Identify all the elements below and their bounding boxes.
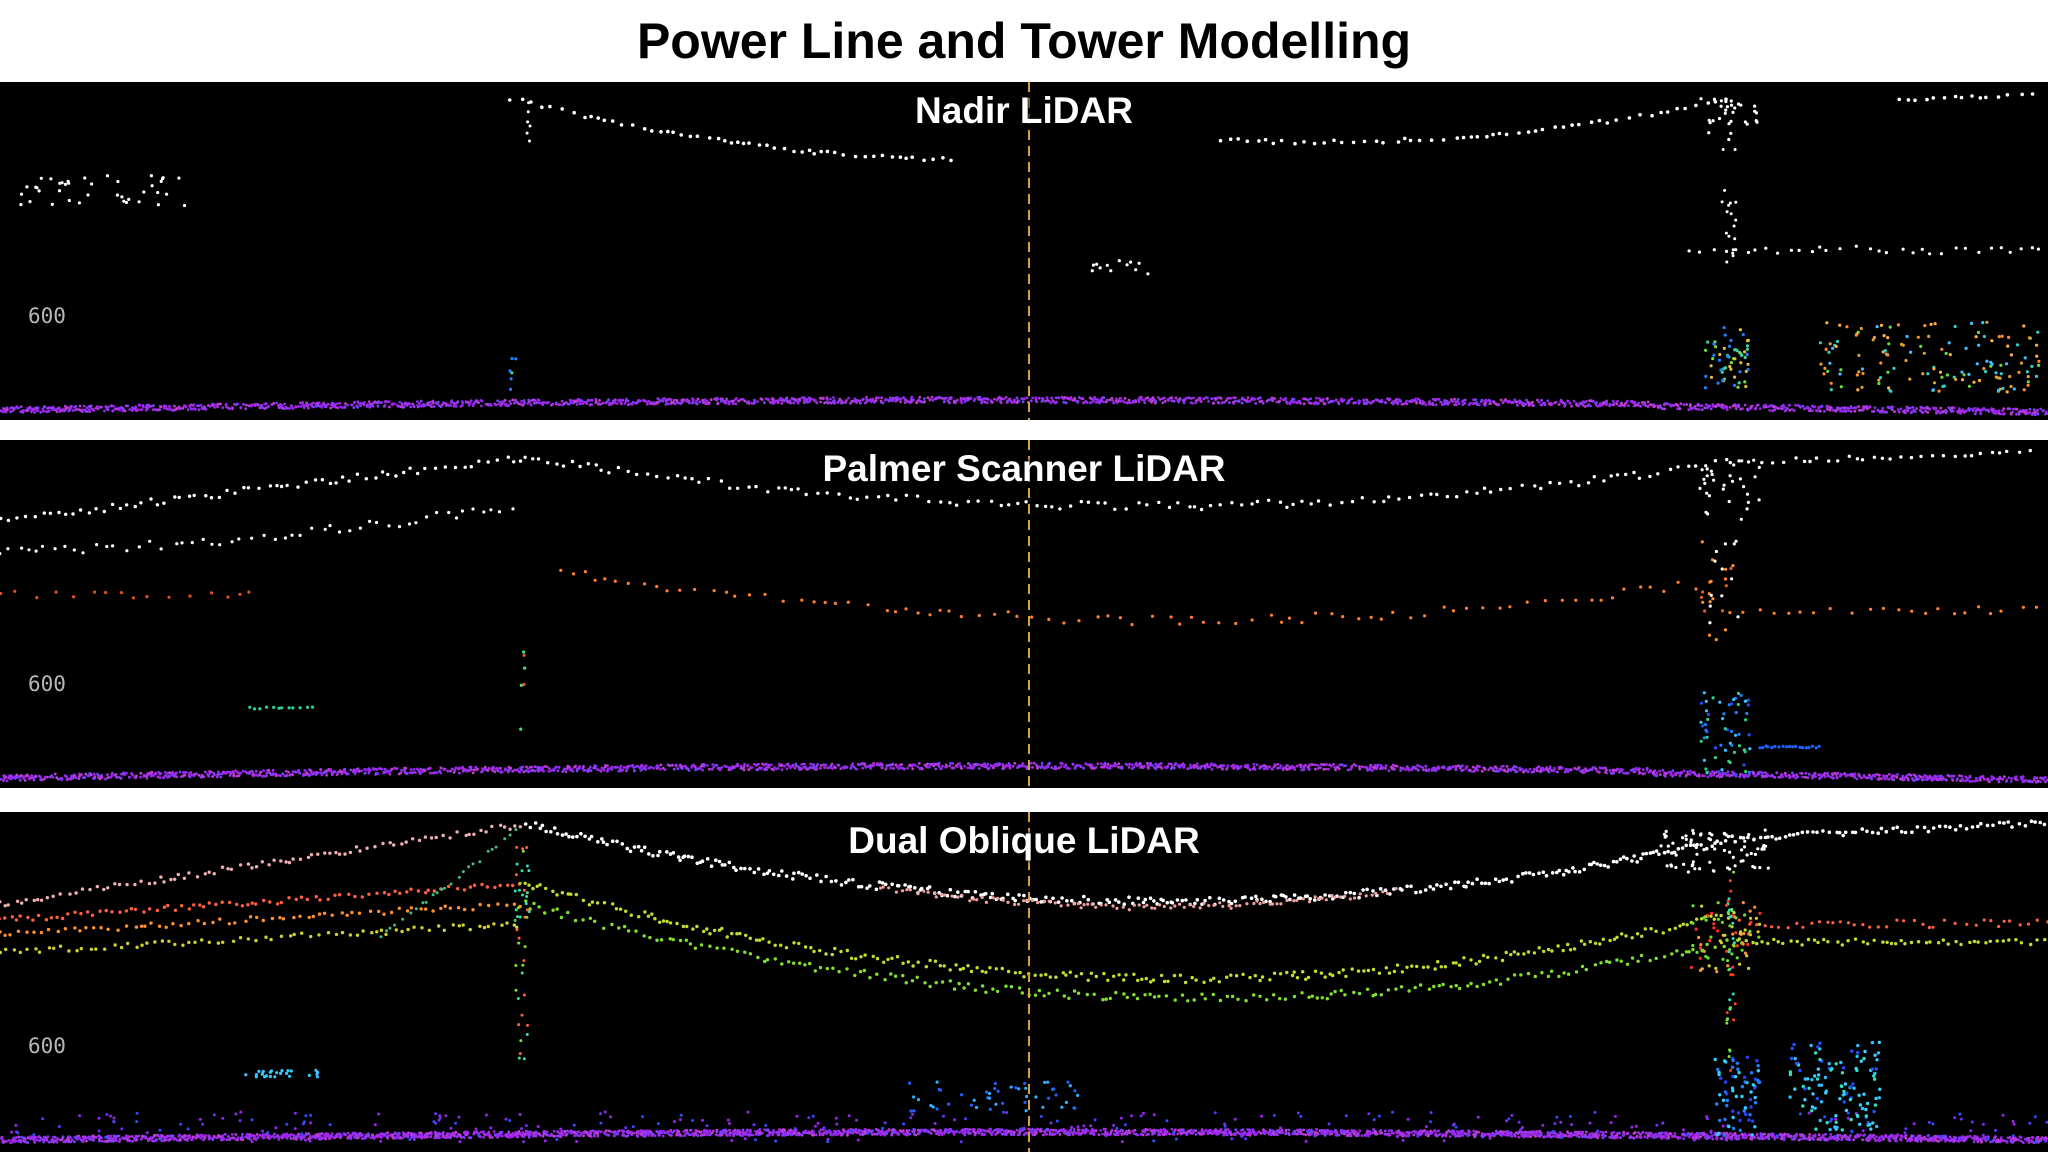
vegetation-left — [248, 705, 315, 711]
tower-left-mast — [513, 845, 531, 1061]
panel-palmer-scanner-lidar: Palmer Scanner LiDAR 600 — [0, 440, 2048, 788]
panel-dual-oblique-lidar: Dual Oblique LiDAR 600 — [0, 812, 2048, 1152]
panel-title-dual: Dual Oblique LiDAR — [848, 820, 1200, 861]
tower-left-base — [508, 357, 518, 391]
point-cloud-dual — [0, 812, 2048, 1152]
wire-conductor-b-left — [0, 902, 522, 937]
tower-right-top — [1698, 458, 1761, 521]
guy-wire-left — [379, 828, 518, 939]
elevation-label-palmer: 600 — [28, 672, 66, 696]
wire-conductor-c-left — [0, 921, 519, 955]
wire-lower-span — [559, 568, 1728, 627]
tower-right-crossarm — [1689, 901, 1762, 974]
wire-conductor-right-a — [1737, 937, 2047, 947]
tower-right-body — [1699, 539, 1740, 642]
ground-points — [0, 395, 2048, 417]
wire-top-right — [1218, 97, 1728, 146]
ground-points — [0, 1127, 2048, 1145]
vegetation-right — [1788, 1040, 1882, 1134]
elevation-label-nadir: 600 — [28, 304, 66, 328]
wire-shield-right — [1738, 819, 2047, 842]
wire-shield-span — [523, 821, 1737, 907]
wire-shield-left — [0, 823, 522, 908]
vegetation-left — [244, 1068, 320, 1079]
wire-top-far-right — [1897, 92, 2035, 103]
tower-right-top — [1659, 828, 1770, 874]
panel-title-nadir: Nadir LiDAR — [915, 90, 1133, 131]
tower-right-body — [1720, 148, 1738, 264]
wire-lower-left — [0, 507, 515, 556]
vehicles-center — [908, 1080, 1080, 1113]
wire-conductor-b-span — [524, 899, 1740, 1003]
wire-top-left — [507, 97, 953, 163]
vegetation-right — [1818, 320, 2041, 394]
wire-upper-span — [523, 455, 1729, 512]
point-cloud-nadir — [0, 82, 2048, 420]
tower-right-mast — [1725, 870, 1738, 1072]
panel-nadir-lidar: Nadir LiDAR 600 — [0, 82, 2048, 420]
tower-right-base — [1713, 1055, 1762, 1137]
wire-mid-right — [1687, 244, 2040, 256]
ground-points — [0, 761, 2048, 784]
ground-bushes — [10, 1110, 2048, 1144]
wire-conductor-right — [1728, 605, 2039, 616]
elevation-label-dual: 600 — [28, 1034, 66, 1058]
tower-left-body — [519, 650, 527, 731]
wire-fragment-mid — [1090, 259, 1150, 276]
panel-title-palmer: Palmer Scanner LiDAR — [822, 448, 1226, 489]
wire-shield-span-tint — [879, 885, 1398, 912]
wire-fragment-left — [19, 174, 187, 208]
page-title: Power Line and Tower Modelling — [636, 13, 1412, 69]
wire-upper-right — [1728, 448, 2033, 465]
tower-right-base — [1703, 326, 1751, 390]
vehicle-right — [1758, 744, 1821, 750]
wire-upper-left — [0, 455, 523, 523]
tower-right-base — [1699, 691, 1752, 777]
point-cloud-palmer — [0, 440, 2048, 788]
wire-conductor-right-b — [1737, 918, 2048, 930]
wire-conductor-left — [0, 589, 251, 600]
wire-conductor-a-span — [523, 881, 1736, 985]
tower-left-mast — [525, 101, 532, 143]
tower-right-top — [1699, 97, 1759, 142]
